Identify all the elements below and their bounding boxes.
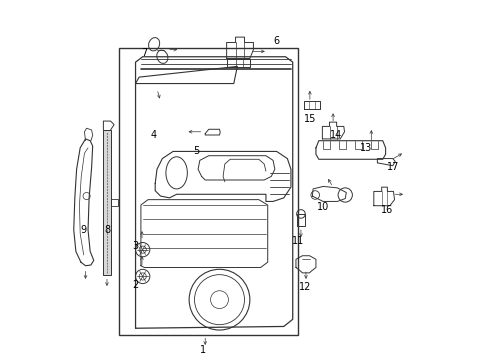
Text: 17: 17 (386, 162, 398, 172)
Bar (102, 130, 111, 275)
Text: 3: 3 (132, 241, 138, 251)
Text: 13: 13 (359, 143, 371, 153)
Text: 15: 15 (304, 114, 316, 124)
Bar (111, 199, 118, 206)
Text: 11: 11 (291, 236, 304, 246)
Bar (119, 48, 298, 336)
Text: 5: 5 (193, 147, 199, 157)
Text: 9: 9 (80, 225, 86, 235)
Text: 2: 2 (132, 280, 139, 291)
Text: 14: 14 (329, 130, 341, 140)
Text: 10: 10 (316, 202, 328, 212)
Bar (297, 214, 304, 226)
Text: 12: 12 (299, 282, 311, 292)
Text: 7: 7 (141, 48, 147, 58)
Text: 4: 4 (150, 130, 156, 140)
Text: 16: 16 (381, 205, 393, 215)
Text: 1: 1 (200, 345, 206, 355)
Text: 6: 6 (273, 36, 279, 46)
Text: 8: 8 (103, 225, 110, 235)
